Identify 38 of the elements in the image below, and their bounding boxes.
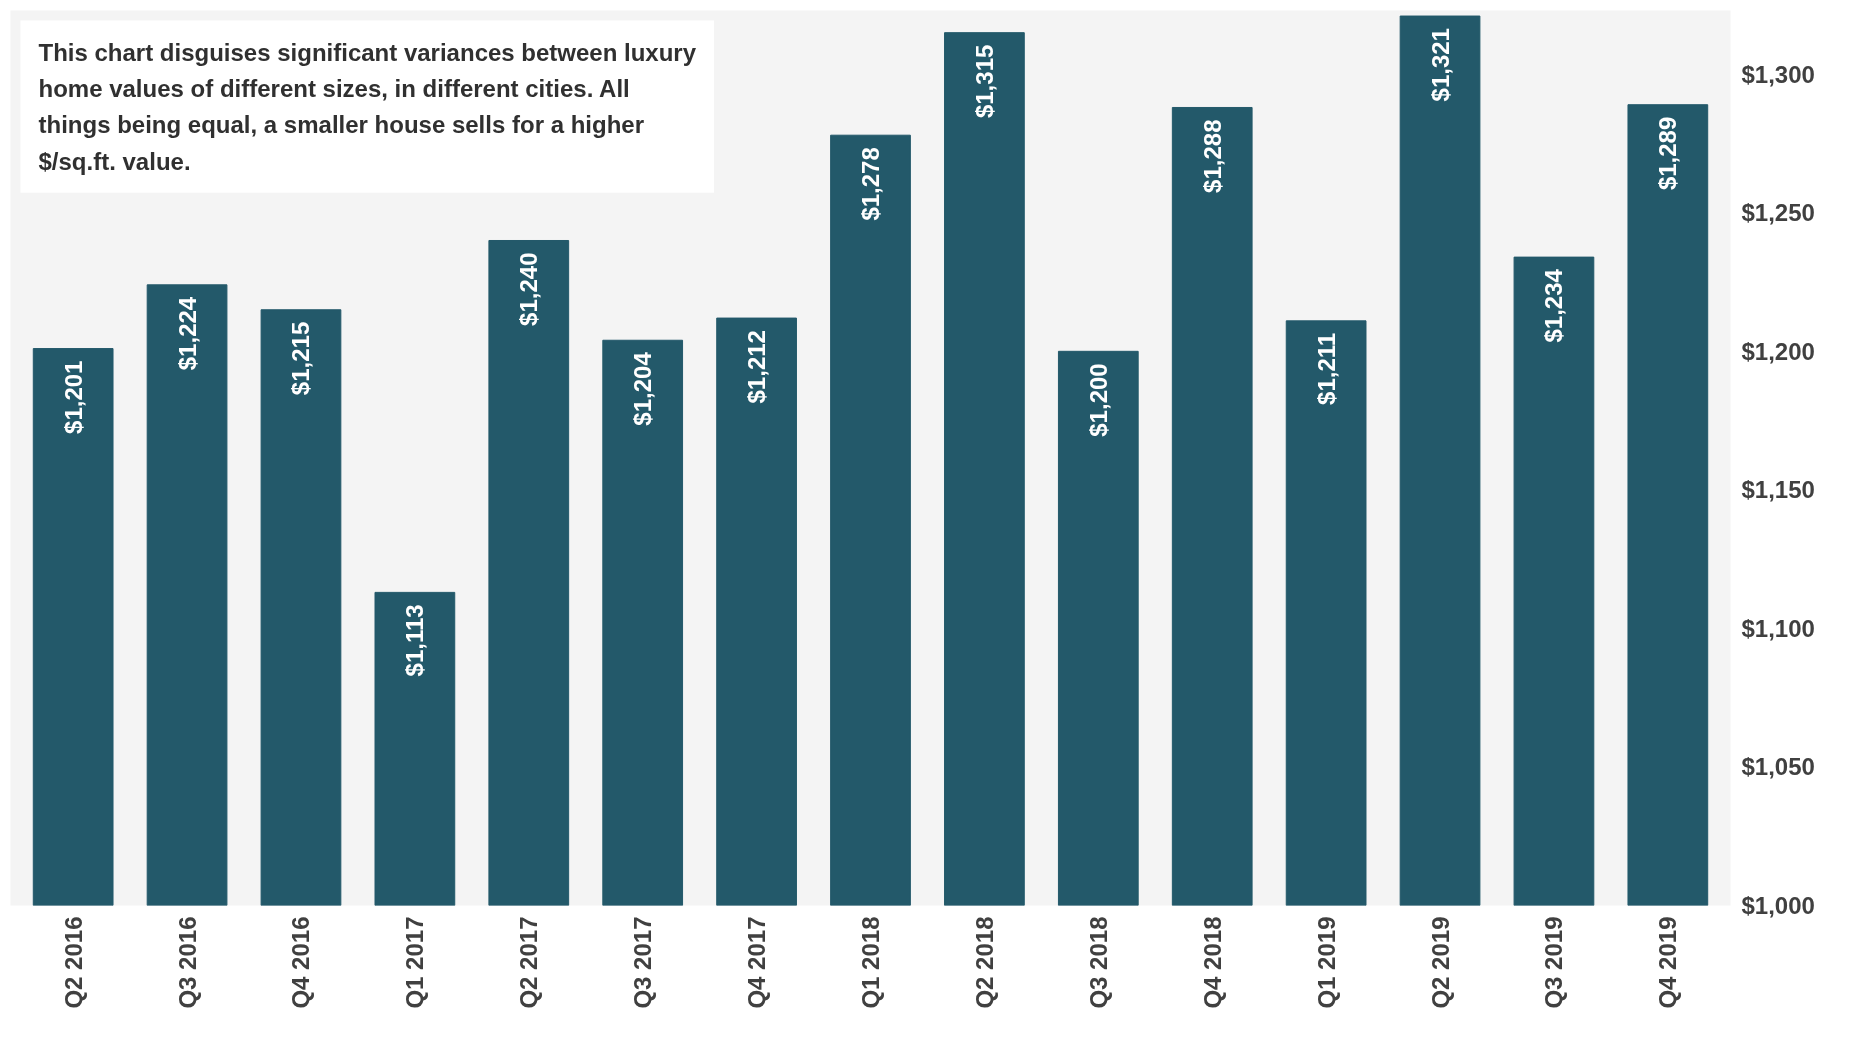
x-tick-label: Q1 2018	[857, 916, 884, 1009]
data-label: $1,201	[59, 360, 87, 434]
data-label: $1,278	[857, 147, 884, 221]
x-tick-label: Q4 2016	[287, 916, 315, 1009]
y-tick-label: $1,150	[1741, 476, 1815, 504]
y-tick-label: $1,050	[1741, 753, 1815, 781]
x-tick-label: Q2 2019	[1426, 916, 1454, 1009]
x-tick-label: Q1 2017	[401, 916, 429, 1009]
data-label: $1,289	[1654, 116, 1682, 191]
y-tick-label: $1,300	[1741, 60, 1815, 88]
y-tick-label: $1,250	[1741, 199, 1815, 227]
y-tick-label: $1,200	[1741, 337, 1815, 365]
x-tick-label: Q3 2016	[173, 916, 201, 1009]
data-label: $1,212	[743, 330, 771, 404]
x-tick-label: Q4 2017	[743, 916, 771, 1009]
data-label: $1,200	[1084, 363, 1112, 437]
data-label: $1,234	[1540, 268, 1568, 343]
x-tick-label: Q4 2018	[1198, 916, 1226, 1009]
x-tick-label: Q3 2017	[629, 916, 657, 1009]
data-label: $1,211	[1312, 332, 1340, 405]
x-tick-label: Q4 2019	[1654, 916, 1682, 1009]
data-label: $1,240	[515, 252, 543, 326]
data-label: $1,204	[629, 351, 657, 426]
data-label: $1,113	[401, 604, 429, 677]
x-tick-label: Q3 2018	[1084, 916, 1112, 1009]
x-tick-label: Q3 2019	[1540, 916, 1568, 1009]
x-tick-label: Q1 2019	[1312, 916, 1340, 1009]
data-label: $1,224	[173, 296, 201, 371]
data-label: $1,321	[1426, 28, 1454, 102]
data-label: $1,315	[970, 44, 998, 119]
data-label: $1,215	[287, 321, 315, 396]
data-label: $1,288	[1198, 119, 1226, 193]
y-tick-label: $1,000	[1741, 892, 1815, 919]
x-tick-label: Q2 2017	[515, 916, 543, 1009]
x-tick-label: Q2 2018	[970, 916, 998, 1009]
annotation: This chart disguises significant variances between luxury home values of different sizes, in different cities. All things being equal, a smaller house sells for a higher $/sq.ft. value.	[38, 38, 697, 175]
x-tick-label: Q2 2016	[59, 916, 87, 1009]
y-tick-label: $1,100	[1741, 614, 1815, 642]
